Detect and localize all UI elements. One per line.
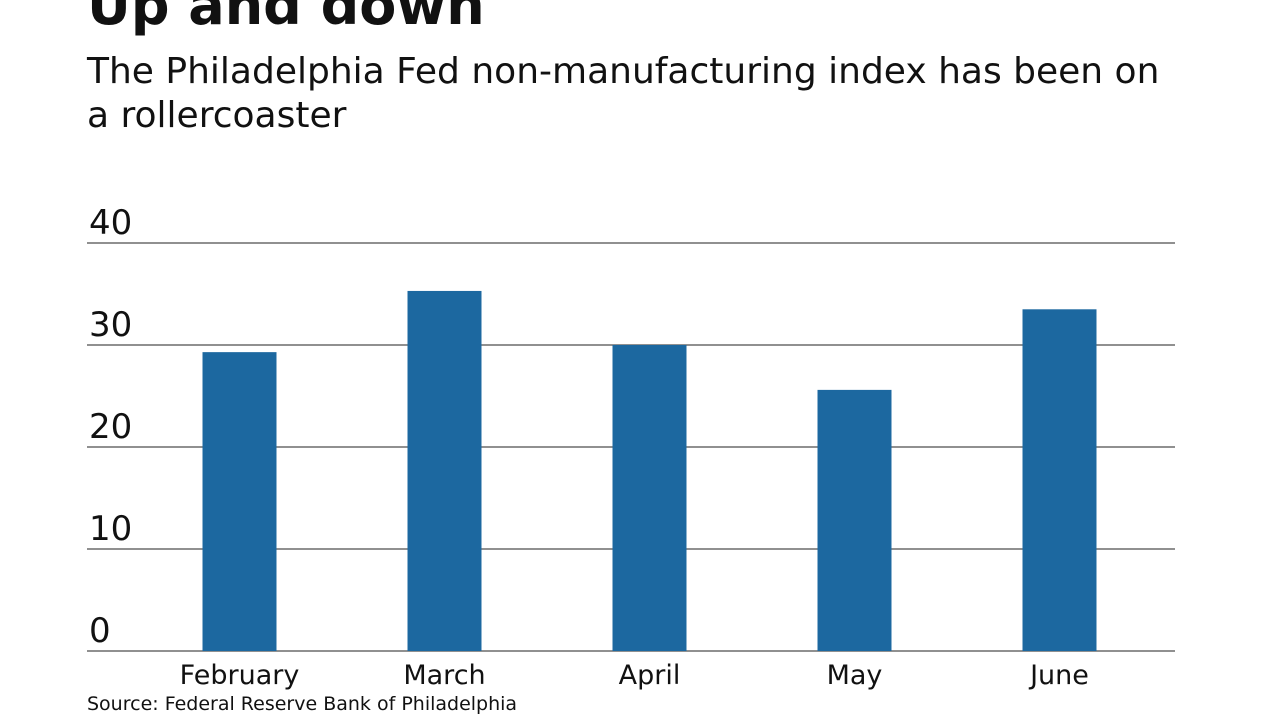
bar bbox=[407, 290, 482, 651]
x-tick-label: March bbox=[403, 660, 485, 690]
y-tick-label: 10 bbox=[89, 509, 132, 549]
chart: 0 10 20 30 40 February March April May June bbox=[87, 203, 1175, 690]
y-tick-label: 0 bbox=[89, 611, 111, 651]
bar bbox=[1022, 309, 1097, 651]
y-tick-label: 30 bbox=[89, 305, 132, 345]
bar bbox=[817, 389, 892, 651]
bar bbox=[612, 345, 687, 651]
x-tick-label: April bbox=[619, 660, 681, 690]
chart-subtitle: The Philadelphia Fed non-manufacturing i… bbox=[87, 51, 1160, 136]
x-tick-label: February bbox=[180, 660, 300, 690]
x-tick-label: June bbox=[1028, 660, 1089, 690]
y-tick-label: 40 bbox=[89, 203, 132, 243]
x-tick-label: May bbox=[827, 660, 883, 690]
bar bbox=[202, 352, 277, 651]
source-note: Source: Federal Reserve Bank of Philadel… bbox=[87, 693, 518, 715]
y-tick-label: 20 bbox=[89, 407, 132, 447]
chart-title: Up and down bbox=[87, 0, 485, 37]
